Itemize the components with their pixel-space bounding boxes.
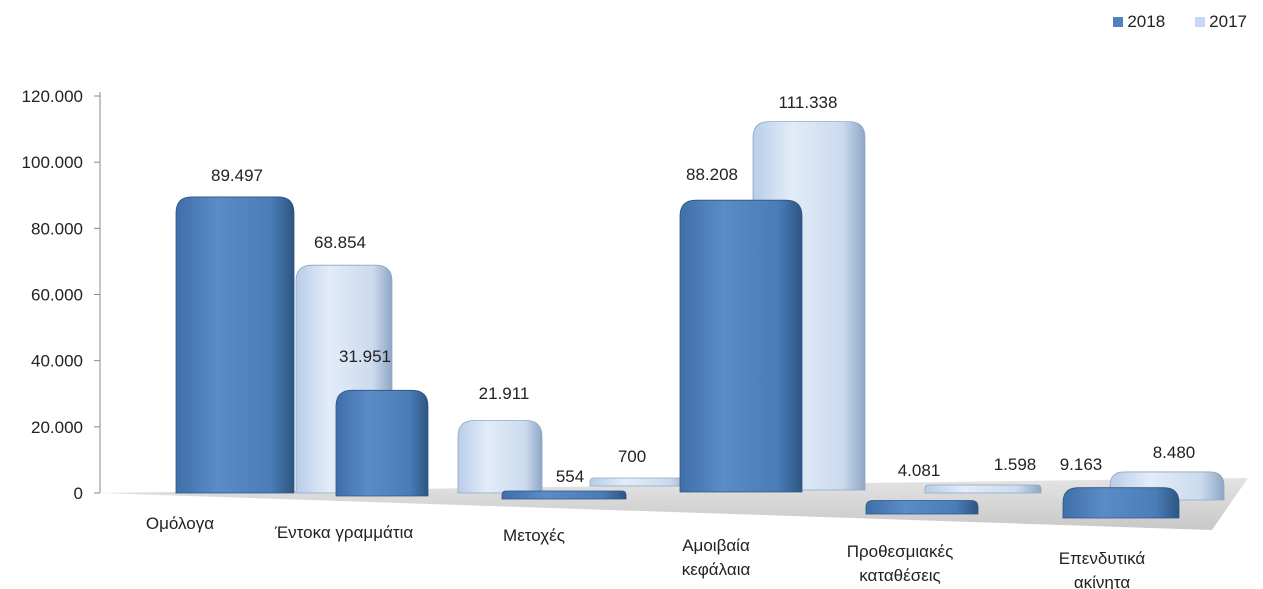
legend: 2018 2017 xyxy=(1113,12,1247,32)
x-category-label: Ομόλογα xyxy=(146,514,214,533)
data-label-2017: 8.480 xyxy=(1153,443,1196,462)
legend-swatch-2017 xyxy=(1195,17,1206,27)
legend-label-2017: 2017 xyxy=(1209,12,1247,31)
x-category-label: Μετοχές xyxy=(503,526,565,545)
data-label-2018: 88.208 xyxy=(686,165,738,184)
x-category-label: Έντοκα γραμμάτια xyxy=(274,523,414,542)
y-tick-label: 40.000 xyxy=(31,352,83,371)
data-label-2018: 89.497 xyxy=(211,166,263,185)
bar-2018-3 xyxy=(679,199,803,493)
y-tick-label: 20.000 xyxy=(31,418,83,437)
y-tick-label: 120.000 xyxy=(22,87,83,106)
data-label-2017: 21.911 xyxy=(479,384,530,403)
y-tick-label: 80.000 xyxy=(31,219,83,238)
y-tick-label: 100.000 xyxy=(22,153,83,172)
data-label-2017: 111.338 xyxy=(779,93,838,112)
data-label-2017: 700 xyxy=(618,447,646,466)
bar-2018-2 xyxy=(501,490,627,500)
data-label-2017: 68.854 xyxy=(314,233,366,252)
legend-swatch-2018 xyxy=(1113,17,1124,27)
data-label-2018: 4.081 xyxy=(898,461,941,480)
y-tick-label: 0 xyxy=(74,484,83,503)
data-label-2018: 31.951 xyxy=(339,347,391,366)
bar-2018-0 xyxy=(175,196,295,494)
y-tick-label: 60.000 xyxy=(31,286,83,305)
bar-2018-4 xyxy=(865,500,979,515)
data-label-2017: 1.598 xyxy=(994,455,1037,474)
x-category-label: Επενδυτικά ακίνητα xyxy=(1059,549,1146,589)
bar-2017-1 xyxy=(457,420,543,494)
legend-item-2018: 2018 xyxy=(1113,12,1165,32)
legend-label-2018: 2018 xyxy=(1127,12,1166,31)
x-category-label: Προθεσμιακές καταθέσεις xyxy=(847,542,954,585)
data-label-2018: 9.163 xyxy=(1060,455,1103,474)
bar-2018-5 xyxy=(1062,487,1180,519)
bar-2018-1 xyxy=(335,389,429,497)
legend-item-2017: 2017 xyxy=(1195,12,1247,32)
x-category-label: Αμοιβαία κεφάλαια xyxy=(682,536,751,579)
data-label-2018: 554 xyxy=(556,467,584,486)
bar-2017-4 xyxy=(924,484,1042,494)
bar-2017-2 xyxy=(589,477,691,487)
